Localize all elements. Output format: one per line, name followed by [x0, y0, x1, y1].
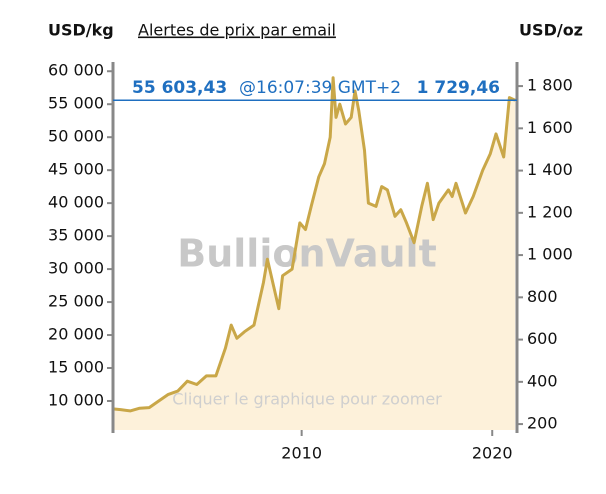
current-time: @16:07:39 GMT+2 [239, 78, 401, 98]
y-tick-label: 55 000 [48, 94, 104, 113]
price-line [112, 76, 516, 413]
y-tick-label: 45 000 [48, 160, 104, 179]
y2-tick-label: 800 [527, 287, 558, 306]
x-tick-label: 2020 [472, 444, 513, 463]
y-tick-label: 60 000 [48, 61, 104, 80]
y-tick-label: 35 000 [48, 226, 104, 245]
y2-tick-label: 1 000 [527, 245, 573, 264]
y-tick-label: 10 000 [48, 390, 104, 409]
y2-tick-label: 1 800 [527, 76, 573, 95]
y2-tick-label: 600 [527, 329, 558, 348]
y-tick-label: 15 000 [48, 358, 104, 377]
price-alert-link[interactable]: Alertes de prix par email [138, 21, 336, 40]
zoom-hint: Cliquer le graphique pour zoomer [172, 390, 442, 409]
y2-tick-label: 1 200 [527, 202, 573, 221]
y2-tick-label: 400 [527, 371, 558, 390]
current-price-kg: 55 603,43 [132, 78, 227, 98]
y2-tick-label: 1 600 [527, 118, 573, 137]
watermark: BullionVault [177, 232, 436, 276]
y-axis-unit: USD/kg [48, 21, 114, 40]
y2-axis-unit: USD/oz [519, 21, 583, 40]
x-tick-label: 2010 [281, 444, 322, 463]
current-price-oz: 1 729,46 [417, 78, 500, 98]
y2-tick-label: 200 [527, 414, 558, 433]
y-tick-label: 20 000 [48, 325, 104, 344]
y-tick-label: 50 000 [48, 127, 104, 146]
area [113, 77, 516, 431]
y-tick-label: 30 000 [48, 259, 104, 278]
y2-tick-label: 1 400 [527, 160, 573, 179]
y-tick-label: 40 000 [48, 193, 104, 212]
y-tick-label: 25 000 [48, 292, 104, 311]
